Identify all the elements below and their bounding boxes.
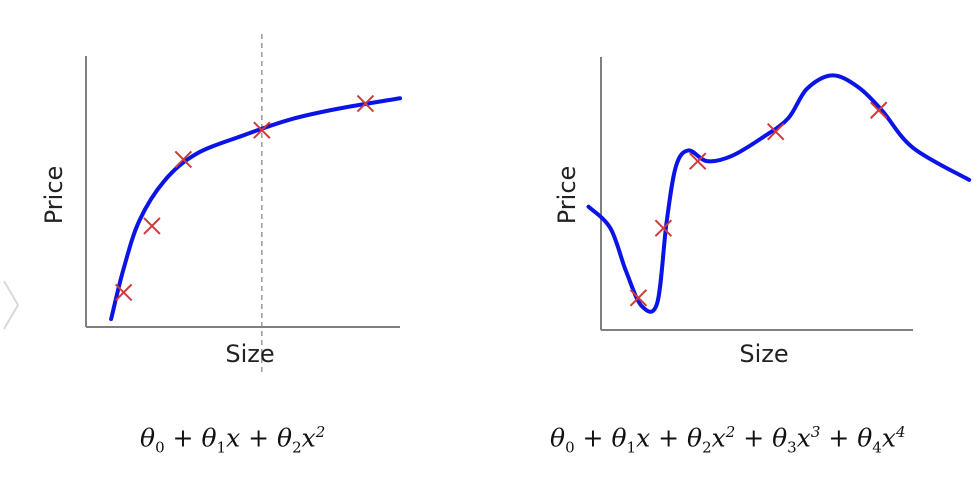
data-point-marker (253, 121, 271, 139)
data-point-marker (654, 219, 673, 237)
y-axis-label: Price (553, 166, 581, 225)
fitted-curve (109, 96, 402, 322)
hypothesis-formula-quadratic: θ0 + θ1x + θ2x2 (140, 423, 326, 457)
x-axis-label: Size (739, 340, 788, 368)
quartic-fit-chart: Price Size (553, 57, 972, 368)
data-point-marker (767, 122, 785, 141)
data-point-marker (114, 283, 133, 302)
quadratic-fit-chart: Price Size (40, 34, 402, 375)
data-point-marker (869, 101, 888, 119)
fitted-curve (586, 73, 972, 314)
data-point-marker (689, 152, 707, 170)
data-point-marker (629, 289, 648, 307)
chart-panel-quadratic: Price Size θ0 + θ1x + θ2x2 (0, 0, 480, 485)
hypothesis-formula-quartic: θ0 + θ1x + θ2x2 + θ3x3 + θ4x4 (550, 423, 906, 457)
data-point-marker (174, 150, 193, 169)
chevron-right-icon[interactable] (0, 275, 20, 335)
data-point-marker (143, 217, 161, 235)
x-axis-label: Size (225, 340, 274, 368)
chart-panel-quartic: Price Size θ0 + θ1x + θ2x2 + θ3x3 + θ4x4 (490, 0, 978, 485)
y-axis-label: Price (40, 166, 68, 225)
data-point-marker (356, 94, 375, 113)
